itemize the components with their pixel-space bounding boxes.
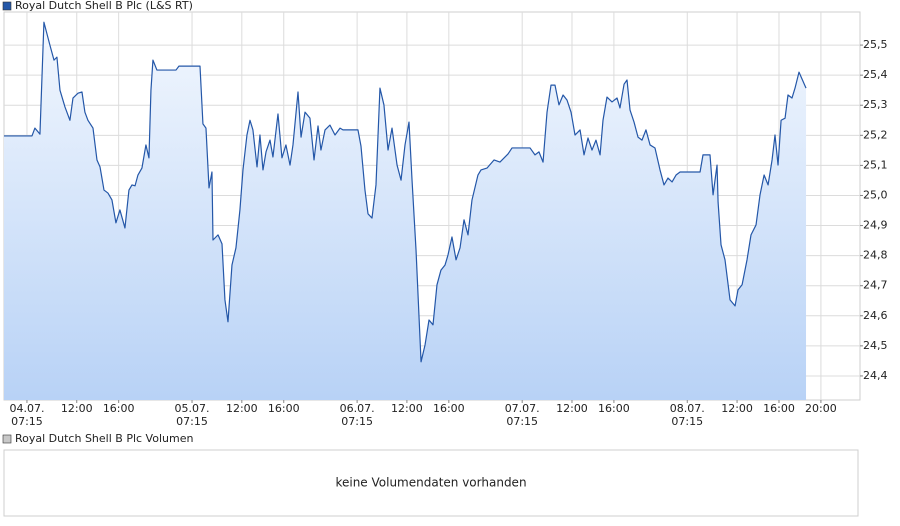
volume-panel <box>3 449 859 517</box>
x-tick-label: 12:00 <box>61 402 93 415</box>
x-tick-label: 16:00 <box>763 402 795 415</box>
x-tick-label: 16:00 <box>433 402 465 415</box>
x-tick-label: 12:00 <box>226 402 258 415</box>
x-tick-label: 16:00 <box>103 402 135 415</box>
line <box>4 21 807 363</box>
y-tick-label: 25,5 <box>863 38 888 51</box>
x-tick-date: 07.07. <box>505 402 540 415</box>
y-tick-label: 25,3 <box>863 98 888 111</box>
x-tick-label: 07:15 <box>341 415 373 428</box>
x-tick-label: 07:15 <box>671 415 703 428</box>
x-tick-date: 04.07. <box>9 402 44 415</box>
legend-swatch <box>2 1 12 11</box>
x-tick-label: 12:00 <box>556 402 588 415</box>
x-tick-label: 12:00 <box>721 402 753 415</box>
legend-label: Royal Dutch Shell B Plc (L&S RT) <box>15 0 193 12</box>
x-tick-date: 08.07. <box>670 402 705 415</box>
y-tick-label: 24,7 <box>863 279 888 292</box>
y-tick-label: 25,0 <box>863 188 888 201</box>
y-tick-label: 25,1 <box>863 158 888 171</box>
volume-title: Royal Dutch Shell B Plc Volumen <box>15 432 193 445</box>
area <box>4 22 807 400</box>
marks <box>4 21 807 400</box>
x-tick-label: 12:00 <box>391 402 423 415</box>
y-tick-label: 24,8 <box>863 249 888 262</box>
volume-legend-swatch <box>2 434 12 444</box>
y-tick-label: 25,4 <box>863 68 888 81</box>
y-tick-label: 25,2 <box>863 128 888 141</box>
x-tick-label: 07:15 <box>176 415 208 428</box>
y-tick-label: 24,6 <box>863 309 888 322</box>
x-tick-label: 20:00 <box>805 402 837 415</box>
volume-message: keine Volumendaten vorhanden <box>335 476 526 490</box>
x-tick-date: 05.07. <box>175 402 210 415</box>
x-tick-label: 07:15 <box>506 415 538 428</box>
x-tick-label: 16:00 <box>268 402 300 415</box>
y-tick-label: 24,5 <box>863 339 888 352</box>
x-tick-label: 07:15 <box>11 415 43 428</box>
y-tick-label: 24,4 <box>863 369 888 382</box>
y-tick-label: 24,9 <box>863 219 888 232</box>
x-tick-label: 16:00 <box>598 402 630 415</box>
x-tick-date: 06.07. <box>340 402 375 415</box>
